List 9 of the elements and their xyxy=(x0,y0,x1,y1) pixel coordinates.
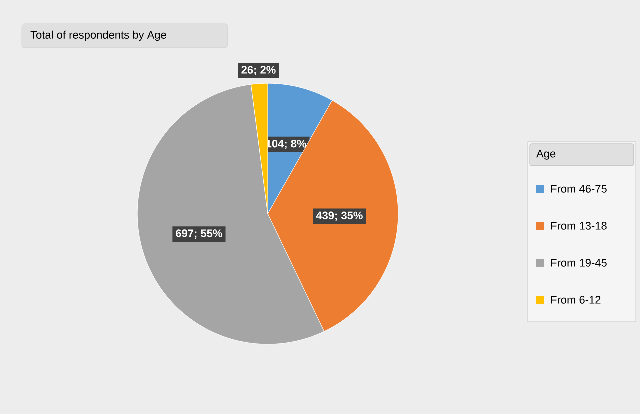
data-label: 439; 35% xyxy=(316,212,363,222)
data-label: 697; 55% xyxy=(176,230,222,240)
data-label: 26; 2% xyxy=(242,66,276,76)
chart-title: Total of respondents by Age xyxy=(30,30,166,42)
legend-title: Age xyxy=(536,150,556,160)
legend-label: From 13-18 xyxy=(551,222,607,230)
legend-label: From 46-75 xyxy=(551,185,607,193)
legend-label: From 6-12 xyxy=(551,296,601,304)
legend-label: From 19-45 xyxy=(551,259,607,267)
